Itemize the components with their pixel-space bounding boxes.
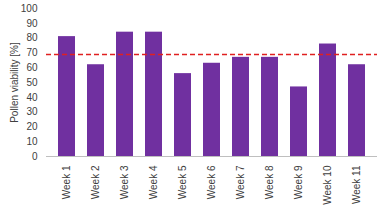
- svg-text:Week 9: Week 9: [293, 165, 304, 199]
- svg-text:0: 0: [32, 151, 38, 162]
- svg-text:Week 3: Week 3: [119, 165, 130, 199]
- svg-text:Pollen viability [%]: Pollen viability [%]: [9, 42, 20, 123]
- svg-text:90: 90: [26, 18, 38, 29]
- svg-text:Week 8: Week 8: [264, 165, 275, 199]
- svg-text:Week 10: Week 10: [322, 165, 333, 205]
- svg-text:Week 7: Week 7: [235, 165, 246, 199]
- svg-text:Week 2: Week 2: [90, 165, 101, 199]
- svg-text:30: 30: [26, 106, 38, 117]
- svg-text:100: 100: [21, 3, 38, 14]
- svg-text:40: 40: [26, 92, 38, 103]
- svg-text:20: 20: [26, 121, 38, 132]
- svg-text:50: 50: [26, 77, 38, 88]
- svg-text:70: 70: [26, 47, 38, 58]
- svg-text:10: 10: [26, 136, 38, 147]
- svg-text:Week 4: Week 4: [148, 165, 159, 199]
- svg-text:60: 60: [26, 62, 38, 73]
- svg-text:Week 11: Week 11: [351, 165, 362, 204]
- svg-text:80: 80: [26, 32, 38, 43]
- svg-text:Week 5: Week 5: [177, 165, 188, 199]
- svg-text:Week 6: Week 6: [206, 165, 217, 199]
- svg-text:Week 1: Week 1: [61, 165, 72, 199]
